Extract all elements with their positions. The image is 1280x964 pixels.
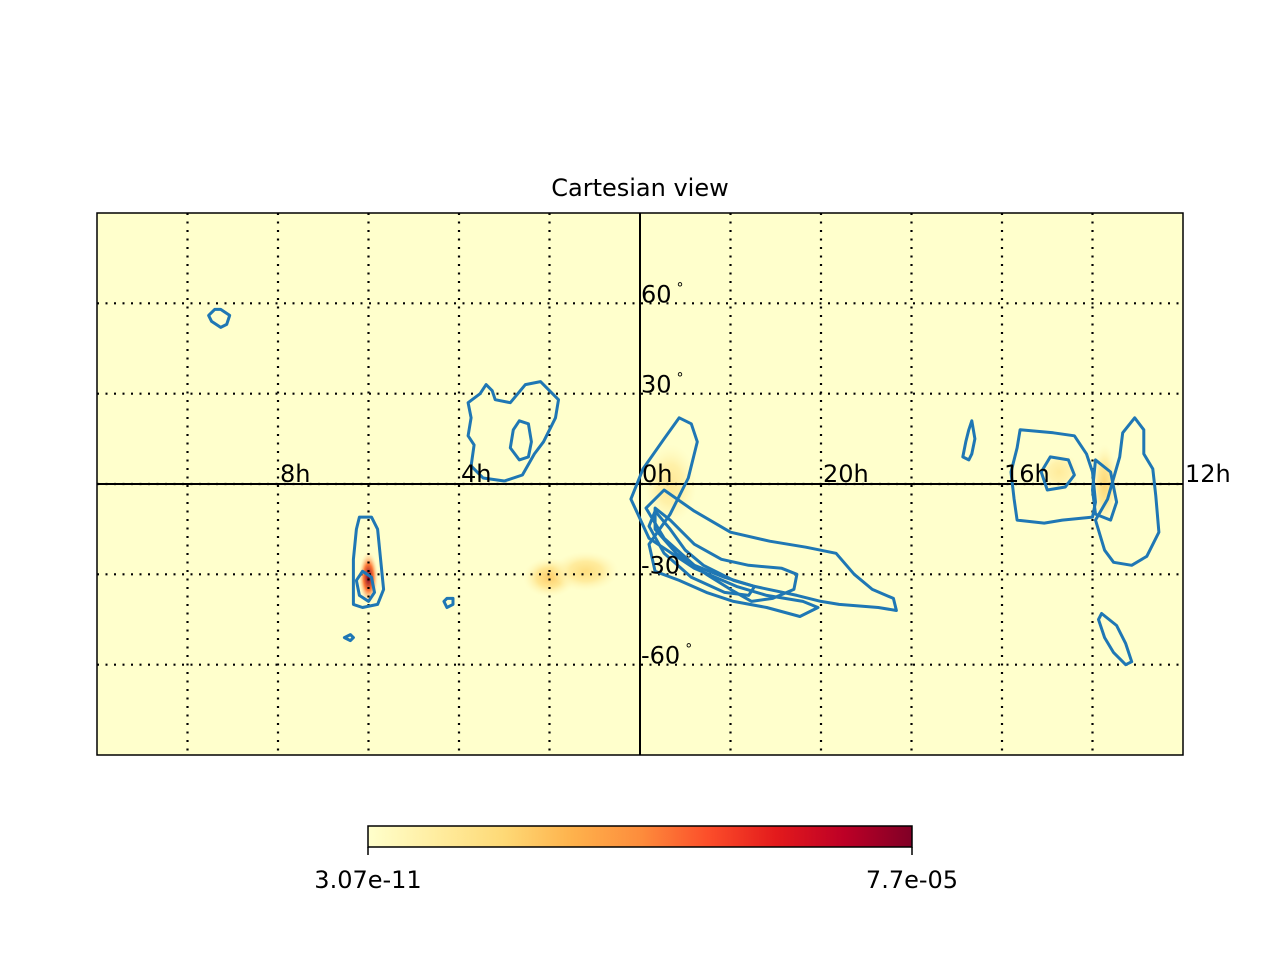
- contour-line: [961, 419, 977, 462]
- x-tick-label: 4h: [461, 460, 491, 488]
- plot-frame: [96, 212, 1184, 756]
- contour-line: [466, 380, 560, 483]
- x-tick-label: 12h: [1185, 460, 1231, 488]
- contour-line: [1091, 458, 1119, 522]
- x-tick-label: 16h: [1004, 460, 1050, 488]
- contour-line: [647, 509, 757, 597]
- contour-line: [351, 515, 386, 609]
- colorbar: 3.07e-11 7.7e-05: [314, 825, 958, 894]
- contour-layer: [207, 307, 1161, 667]
- contour-line: [1097, 612, 1134, 667]
- colorbar-gradient: [367, 825, 913, 848]
- heat-hotspot: [552, 551, 619, 592]
- contour-line: [508, 419, 533, 462]
- contour-line: [354, 569, 376, 603]
- grid-lines: [97, 213, 1183, 755]
- contour-line: [442, 596, 455, 609]
- chart-title: Cartesian view: [551, 174, 729, 202]
- contour-line: [1094, 416, 1161, 567]
- contour-line: [342, 633, 355, 643]
- contour-line: [1009, 428, 1097, 525]
- x-tick-label: 8h: [280, 460, 310, 488]
- colorbar-min-label: 3.07e-11: [314, 866, 421, 894]
- contour-line: [629, 416, 820, 618]
- contour-line: [207, 307, 232, 329]
- contour-line: [644, 488, 898, 612]
- colorbar-max-label: 7.7e-05: [866, 866, 958, 894]
- contour-line: [653, 506, 799, 603]
- contour-line: [1039, 455, 1076, 492]
- x-tick-label: 20h: [823, 460, 869, 488]
- x-tick-label: 0h: [642, 460, 672, 488]
